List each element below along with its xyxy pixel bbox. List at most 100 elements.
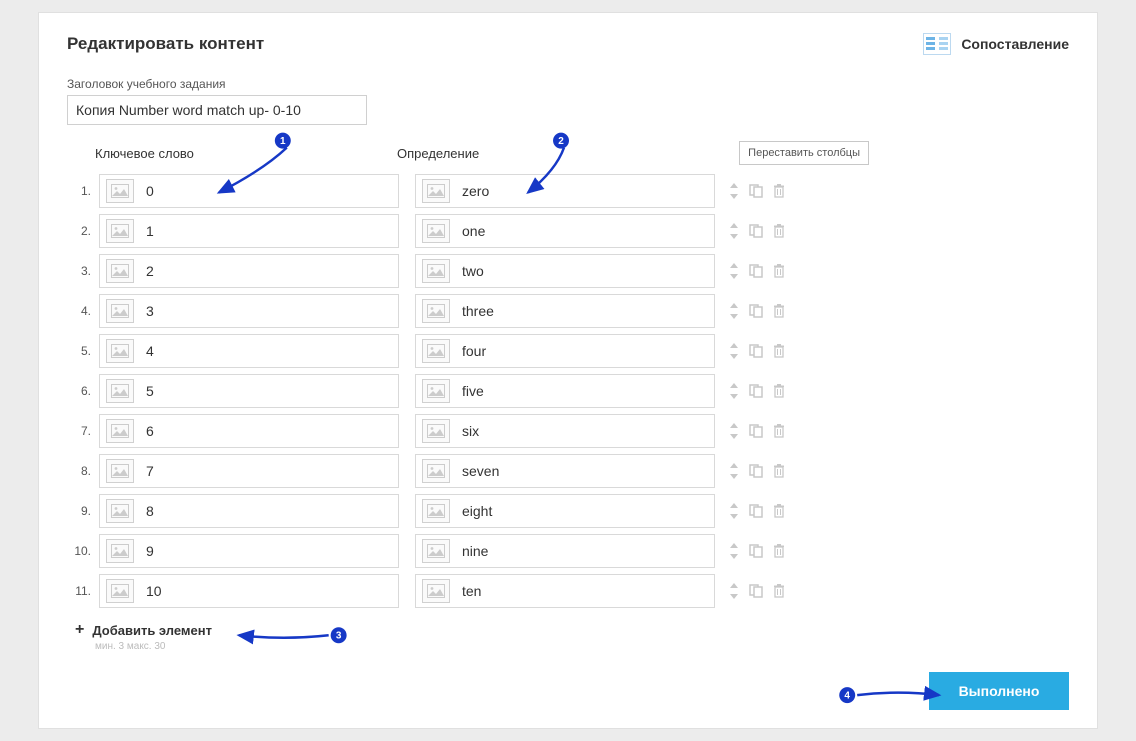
definition-cell bbox=[415, 534, 715, 568]
keyword-input[interactable] bbox=[144, 262, 392, 280]
reorder-icon[interactable] bbox=[729, 543, 739, 559]
keyword-input[interactable] bbox=[144, 302, 392, 320]
table-row: 8. bbox=[67, 451, 1069, 491]
table-row: 10. bbox=[67, 531, 1069, 571]
image-icon[interactable] bbox=[422, 259, 450, 283]
definition-input[interactable] bbox=[460, 222, 708, 240]
image-icon[interactable] bbox=[422, 419, 450, 443]
definition-input[interactable] bbox=[460, 502, 708, 520]
keyword-input[interactable] bbox=[144, 222, 392, 240]
reorder-icon[interactable] bbox=[729, 303, 739, 319]
image-icon[interactable] bbox=[106, 539, 134, 563]
definition-input[interactable] bbox=[460, 302, 708, 320]
image-icon[interactable] bbox=[106, 299, 134, 323]
delete-icon[interactable] bbox=[773, 264, 785, 278]
keyword-input[interactable] bbox=[144, 462, 392, 480]
image-icon[interactable] bbox=[422, 339, 450, 363]
row-number: 8. bbox=[67, 464, 91, 478]
image-icon[interactable] bbox=[106, 459, 134, 483]
duplicate-icon[interactable] bbox=[749, 304, 763, 318]
image-icon[interactable] bbox=[422, 179, 450, 203]
image-icon[interactable] bbox=[106, 379, 134, 403]
image-icon[interactable] bbox=[422, 299, 450, 323]
duplicate-icon[interactable] bbox=[749, 584, 763, 598]
delete-icon[interactable] bbox=[773, 464, 785, 478]
definition-input[interactable] bbox=[460, 382, 708, 400]
reorder-icon[interactable] bbox=[729, 183, 739, 199]
title-input[interactable] bbox=[67, 95, 367, 125]
table-row: 4. bbox=[67, 291, 1069, 331]
delete-icon[interactable] bbox=[773, 384, 785, 398]
reorder-icon[interactable] bbox=[729, 583, 739, 599]
definition-cell bbox=[415, 294, 715, 328]
image-icon[interactable] bbox=[422, 459, 450, 483]
image-icon[interactable] bbox=[106, 499, 134, 523]
image-icon[interactable] bbox=[106, 339, 134, 363]
table-row: 6. bbox=[67, 371, 1069, 411]
keyword-input[interactable] bbox=[144, 582, 392, 600]
definition-cell bbox=[415, 214, 715, 248]
definition-cell bbox=[415, 454, 715, 488]
image-icon[interactable] bbox=[106, 579, 134, 603]
definition-input[interactable] bbox=[460, 342, 708, 360]
image-icon[interactable] bbox=[422, 499, 450, 523]
duplicate-icon[interactable] bbox=[749, 224, 763, 238]
delete-icon[interactable] bbox=[773, 224, 785, 238]
image-icon[interactable] bbox=[106, 219, 134, 243]
plus-icon: + bbox=[75, 621, 84, 639]
keyword-input[interactable] bbox=[144, 182, 392, 200]
keyword-input[interactable] bbox=[144, 342, 392, 360]
done-button[interactable]: Выполнено bbox=[929, 672, 1069, 710]
definition-input[interactable] bbox=[460, 182, 708, 200]
keyword-input[interactable] bbox=[144, 502, 392, 520]
duplicate-icon[interactable] bbox=[749, 424, 763, 438]
keyword-input[interactable] bbox=[144, 382, 392, 400]
reorder-icon[interactable] bbox=[729, 423, 739, 439]
reorder-icon[interactable] bbox=[729, 503, 739, 519]
definition-input[interactable] bbox=[460, 422, 708, 440]
table-row: 1. bbox=[67, 171, 1069, 211]
duplicate-icon[interactable] bbox=[749, 504, 763, 518]
duplicate-icon[interactable] bbox=[749, 264, 763, 278]
delete-icon[interactable] bbox=[773, 584, 785, 598]
table-row: 5. bbox=[67, 331, 1069, 371]
image-icon[interactable] bbox=[422, 539, 450, 563]
reorder-icon[interactable] bbox=[729, 343, 739, 359]
add-item-button[interactable]: + Добавить элемент bbox=[75, 621, 1069, 639]
definition-input[interactable] bbox=[460, 542, 708, 560]
image-icon[interactable] bbox=[106, 179, 134, 203]
keyword-input[interactable] bbox=[144, 542, 392, 560]
image-icon[interactable] bbox=[422, 219, 450, 243]
definition-input[interactable] bbox=[460, 462, 708, 480]
image-icon[interactable] bbox=[106, 419, 134, 443]
image-icon[interactable] bbox=[106, 259, 134, 283]
keyword-cell bbox=[99, 534, 399, 568]
definition-cell bbox=[415, 494, 715, 528]
table-row: 11. bbox=[67, 571, 1069, 611]
duplicate-icon[interactable] bbox=[749, 384, 763, 398]
row-number: 7. bbox=[67, 424, 91, 438]
delete-icon[interactable] bbox=[773, 424, 785, 438]
definition-column-label: Определение bbox=[397, 146, 699, 161]
reorder-icon[interactable] bbox=[729, 383, 739, 399]
delete-icon[interactable] bbox=[773, 304, 785, 318]
swap-columns-button[interactable]: Переставить столбцы bbox=[739, 141, 869, 165]
duplicate-icon[interactable] bbox=[749, 544, 763, 558]
duplicate-icon[interactable] bbox=[749, 184, 763, 198]
delete-icon[interactable] bbox=[773, 544, 785, 558]
definition-input[interactable] bbox=[460, 582, 708, 600]
duplicate-icon[interactable] bbox=[749, 344, 763, 358]
image-icon[interactable] bbox=[422, 579, 450, 603]
keyword-column-label: Ключевое слово bbox=[95, 146, 397, 161]
duplicate-icon[interactable] bbox=[749, 464, 763, 478]
definition-input[interactable] bbox=[460, 262, 708, 280]
delete-icon[interactable] bbox=[773, 504, 785, 518]
image-icon[interactable] bbox=[422, 379, 450, 403]
delete-icon[interactable] bbox=[773, 344, 785, 358]
reorder-icon[interactable] bbox=[729, 263, 739, 279]
reorder-icon[interactable] bbox=[729, 463, 739, 479]
delete-icon[interactable] bbox=[773, 184, 785, 198]
reorder-icon[interactable] bbox=[729, 223, 739, 239]
keyword-input[interactable] bbox=[144, 422, 392, 440]
template-type-label: Сопоставление bbox=[961, 36, 1069, 52]
